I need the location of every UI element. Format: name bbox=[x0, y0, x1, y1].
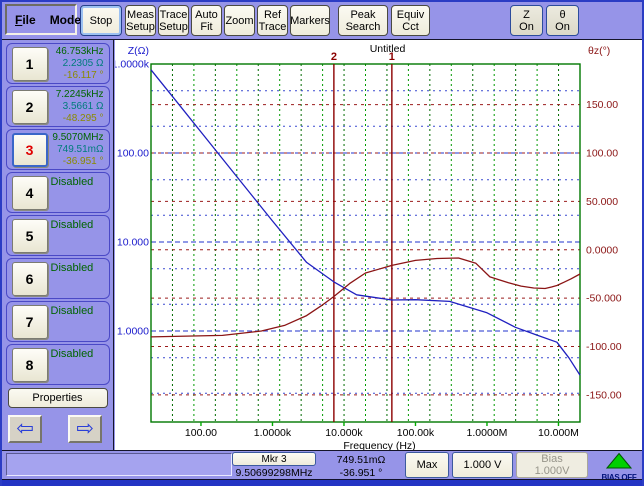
y-right-tick-label: 150.00 bbox=[586, 99, 618, 111]
bottom-bar: Mkr 3 9.50699298MHz 749.51mΩ -36.951 ° M… bbox=[2, 450, 642, 482]
z-on-button[interactable]: Z On bbox=[510, 5, 543, 36]
bias-status: BIAS OFF bbox=[596, 452, 642, 482]
source-level-button[interactable]: 1.000 V bbox=[452, 452, 513, 478]
marker-2-button[interactable]: 2 bbox=[11, 90, 48, 124]
trace-Z bbox=[150, 69, 581, 376]
active-marker-theta-value: -36.951 ° bbox=[339, 467, 383, 479]
marker-7-button[interactable]: 7 bbox=[11, 305, 48, 339]
marker-line-label-2: 2 bbox=[331, 51, 337, 63]
marker-4-button[interactable]: 4 bbox=[11, 176, 48, 210]
y-right-tick-label: -50.000 bbox=[586, 293, 622, 305]
x-tick-label: 1.0000k bbox=[254, 427, 292, 439]
active-marker-button[interactable]: Mkr 3 bbox=[232, 452, 316, 466]
y-right-axis-title: θz(°) bbox=[588, 45, 610, 57]
marker-2-frequency: 7.2245kHz bbox=[55, 89, 104, 100]
window-bottom-edge bbox=[2, 479, 642, 486]
marker-8-button[interactable]: 8 bbox=[11, 348, 48, 382]
menu-mode[interactable]: Mode bbox=[49, 12, 82, 27]
meas-setup-button[interactable]: Meas Setup bbox=[125, 5, 156, 36]
marker-6-status: Disabled bbox=[50, 262, 94, 274]
toolbar: File Mode Stop Meas Setup Trace Setup Auto … bbox=[2, 2, 642, 39]
impedance-chart: 100.00 1.0000k 10.000k 100.00k 1.0000M 10.000… bbox=[112, 43, 622, 452]
page-right-button[interactable]: ⇨ bbox=[68, 415, 102, 443]
marker-1-frequency: 46.753kHz bbox=[55, 46, 104, 57]
marker-4-status: Disabled bbox=[50, 176, 94, 188]
marker-7-status: Disabled bbox=[50, 305, 94, 317]
marker-1-phase: -16.117 ° bbox=[63, 70, 104, 81]
marker-3-impedance: 749.51mΩ bbox=[57, 144, 104, 155]
x-tick-label: 10.000M bbox=[538, 427, 579, 439]
marker-slot-2: 2 7.2245kHz 3.5661 Ω -48.295 ° bbox=[5, 86, 110, 127]
peak-search-button[interactable]: Peak Search bbox=[338, 5, 388, 36]
page-left-button[interactable]: ⇦ bbox=[8, 415, 42, 443]
marker-search-max-button[interactable]: Max bbox=[405, 452, 449, 478]
trace-setup-button[interactable]: Trace Setup bbox=[158, 5, 189, 36]
y-right-tick-label: -100.00 bbox=[586, 341, 622, 353]
marker-3-frequency: 9.5070MHz bbox=[52, 132, 104, 143]
marker-sidebar: 1 46.753kHz 2.2305 Ω -16.117 ° 2 7.2245kHz 3.5… bbox=[2, 40, 114, 452]
ref-trace-button[interactable]: Ref Trace bbox=[257, 5, 288, 36]
active-marker-z-value: 749.51mΩ bbox=[336, 454, 386, 466]
properties-button[interactable]: Properties bbox=[7, 388, 108, 408]
y-right-tick-label: 50.000 bbox=[586, 196, 618, 208]
marker-6-button[interactable]: 6 bbox=[11, 262, 48, 296]
y-left-tick-label: 1.0000k bbox=[115, 59, 150, 71]
y-left-axis-title: Z(Ω) bbox=[128, 45, 149, 57]
y-left-tick-label: 10.000 bbox=[117, 237, 149, 249]
x-tick-label: 10.000k bbox=[325, 427, 363, 439]
status-panel bbox=[6, 453, 232, 476]
marker-3-button[interactable]: 3 bbox=[11, 133, 48, 167]
y-right-tick-label: -150.00 bbox=[586, 389, 622, 401]
arrow-left-icon: ⇦ bbox=[16, 416, 34, 440]
bias-status-label: BIAS OFF bbox=[601, 473, 637, 482]
menu-bar: File Mode bbox=[5, 4, 81, 35]
auto-fit-button[interactable]: Auto Fit bbox=[191, 5, 222, 36]
sidebar-pager: ⇦ ⇨ bbox=[2, 415, 113, 445]
marker-slot-4: 4 Disabled bbox=[5, 172, 110, 213]
x-tick-label: 1.0000M bbox=[467, 427, 508, 439]
bias-off-triangle-icon bbox=[605, 452, 633, 469]
marker-line-label-1: 1 bbox=[389, 51, 395, 63]
equiv-cct-button[interactable]: Equiv Cct bbox=[391, 5, 430, 36]
y-left-tick-label: 1.0000 bbox=[117, 326, 149, 338]
marker-slot-8: 8 Disabled bbox=[5, 344, 110, 385]
marker-2-impedance: 3.5661 Ω bbox=[62, 101, 104, 112]
arrow-right-icon: ⇨ bbox=[76, 416, 94, 440]
marker-3-readout: 9.5070MHz 749.51mΩ -36.951 ° bbox=[46, 132, 104, 168]
marker-3-phase: -36.951 ° bbox=[62, 156, 104, 167]
x-axis-title: Frequency (Hz) bbox=[343, 440, 415, 452]
marker-1-impedance: 2.2305 Ω bbox=[62, 58, 104, 69]
main-area: 1 46.753kHz 2.2305 Ω -16.117 ° 2 7.2245kHz 3.5… bbox=[2, 39, 642, 452]
marker-1-button[interactable]: 1 bbox=[11, 47, 48, 81]
x-tick-label: 100.00k bbox=[397, 427, 435, 439]
trace-theta-z bbox=[150, 257, 581, 338]
active-marker-frequency: 9.50699298MHz bbox=[235, 467, 313, 479]
y-right-tick-label: 0.0000 bbox=[586, 244, 618, 256]
marker-slot-1: 1 46.753kHz 2.2305 Ω -16.117 ° bbox=[5, 43, 110, 84]
markers-button[interactable]: Markers bbox=[290, 5, 330, 36]
marker-5-status: Disabled bbox=[50, 219, 94, 231]
marker-2-readout: 7.2245kHz 3.5661 Ω -48.295 ° bbox=[46, 89, 104, 125]
plot-border bbox=[150, 63, 581, 423]
marker-5-button[interactable]: 5 bbox=[11, 219, 48, 253]
theta-on-button[interactable]: θ On bbox=[546, 5, 579, 36]
marker-slot-6: 6 Disabled bbox=[5, 258, 110, 299]
marker-slot-7: 7 Disabled bbox=[5, 301, 110, 342]
marker-slot-5: 5 Disabled bbox=[5, 215, 110, 256]
chart-title: Untitled bbox=[370, 43, 406, 55]
menu-file[interactable]: File bbox=[15, 12, 36, 27]
bias-button: Bias 1.000V bbox=[516, 452, 588, 478]
zoom-button[interactable]: Zoom bbox=[224, 5, 255, 36]
chart-panel: 100.00 1.0000k 10.000k 100.00k 1.0000M 10.000… bbox=[112, 40, 642, 452]
marker-2-phase: -48.295 ° bbox=[62, 113, 104, 124]
stop-button[interactable]: Stop bbox=[80, 5, 122, 36]
marker-rows: 1 46.753kHz 2.2305 Ω -16.117 ° 2 7.2245kHz 3.5… bbox=[2, 43, 113, 385]
marker-1-readout: 46.753kHz 2.2305 Ω -16.117 ° bbox=[46, 46, 104, 82]
y-left-tick-label: 100.00 bbox=[117, 148, 149, 160]
marker-8-status: Disabled bbox=[50, 348, 94, 360]
y-right-tick-label: 100.00 bbox=[586, 148, 618, 160]
marker-slot-3: 3 9.5070MHz 749.51mΩ -36.951 ° bbox=[5, 129, 110, 170]
x-tick-label: 100.00 bbox=[185, 427, 217, 439]
